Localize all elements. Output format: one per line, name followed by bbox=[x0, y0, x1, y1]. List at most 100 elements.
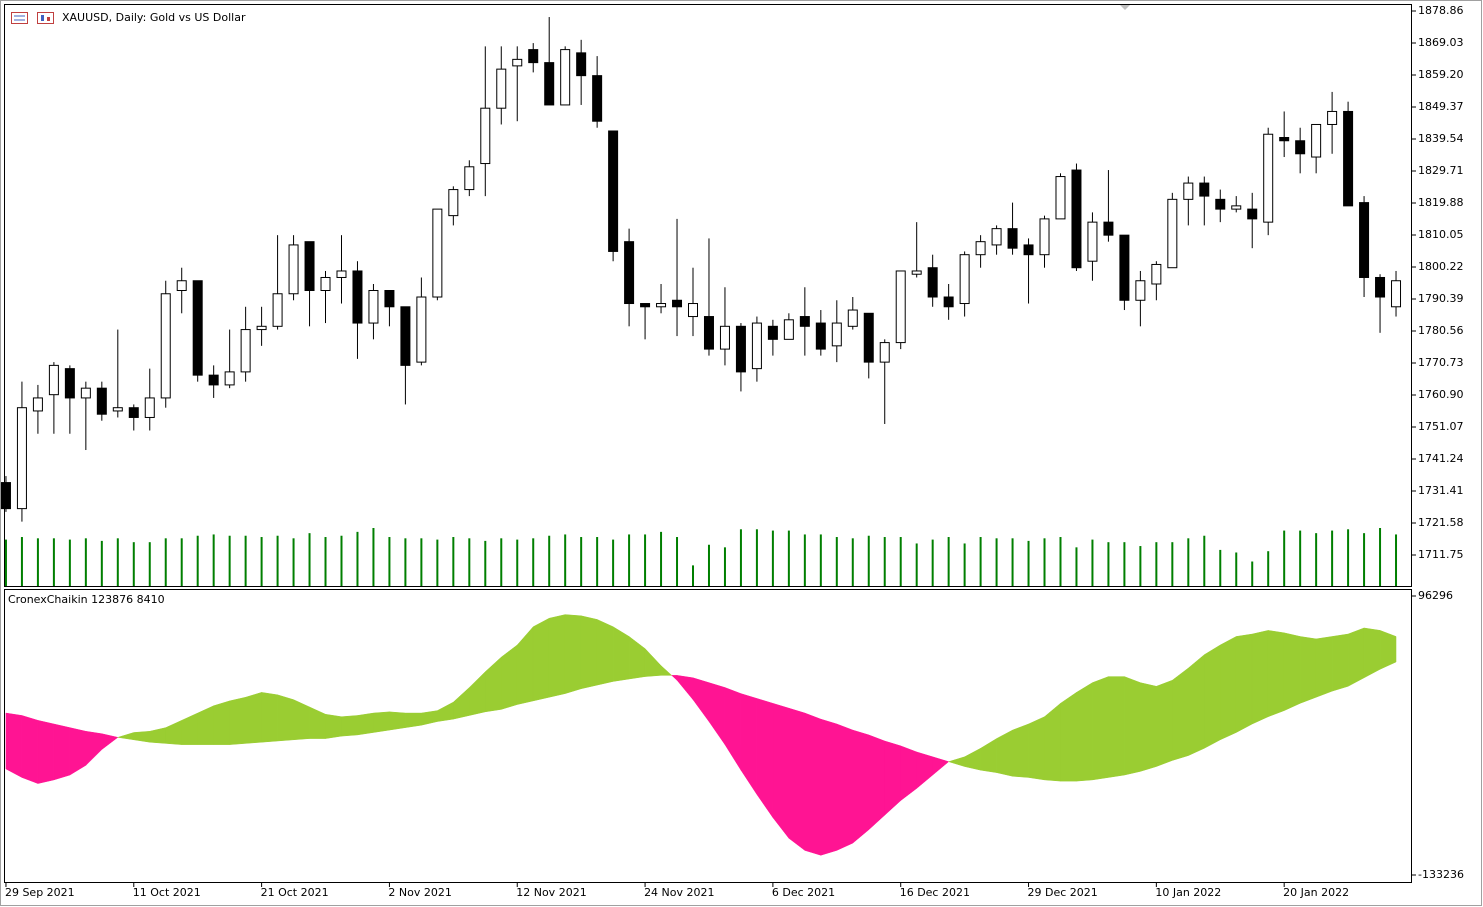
volume-bar bbox=[1299, 530, 1302, 586]
candle-body bbox=[624, 241, 635, 305]
indicator-area bbox=[245, 692, 262, 744]
indicator-area bbox=[932, 756, 950, 776]
candle-body bbox=[112, 407, 123, 412]
indicator-area bbox=[564, 614, 582, 694]
x-tick-label: 6 Dec 2021 bbox=[772, 886, 835, 899]
volume-bar bbox=[516, 539, 519, 586]
volume-bar bbox=[883, 537, 886, 586]
y-tick-label: 1790.39 bbox=[1418, 292, 1464, 305]
candle-body bbox=[1247, 208, 1258, 220]
indicator-area bbox=[1028, 716, 1045, 781]
indicator-area bbox=[1299, 636, 1317, 704]
volume-bar bbox=[1219, 549, 1222, 586]
volume-bar bbox=[755, 529, 758, 586]
volume-bar bbox=[404, 538, 407, 586]
indicator-area bbox=[357, 712, 374, 736]
volume-bar bbox=[915, 543, 918, 586]
candle-body bbox=[48, 364, 59, 396]
indicator-area bbox=[53, 723, 71, 781]
y-tick-label: 1819.88 bbox=[1418, 196, 1464, 209]
y-tick-label: 1711.75 bbox=[1418, 548, 1464, 561]
indicator-area bbox=[37, 720, 55, 784]
y-tick-label: 1721.58 bbox=[1418, 516, 1464, 529]
candle-body bbox=[735, 325, 746, 373]
volume-bar bbox=[1075, 547, 1078, 586]
candle-body bbox=[240, 329, 251, 373]
candle-body bbox=[1215, 198, 1226, 210]
y-tick-label: 1869.03 bbox=[1418, 36, 1464, 49]
candle-body bbox=[1295, 140, 1306, 155]
candle-body bbox=[815, 322, 826, 350]
indicator-area bbox=[788, 707, 806, 851]
candle-body bbox=[1023, 244, 1034, 256]
volume-bar bbox=[356, 531, 359, 586]
candle-body bbox=[1071, 169, 1082, 269]
candle-body bbox=[464, 166, 475, 191]
candle-body bbox=[208, 374, 219, 386]
indicator-area bbox=[1060, 691, 1077, 782]
candle-body bbox=[1279, 136, 1290, 142]
y-tick-label: 1859.20 bbox=[1418, 68, 1464, 81]
candle-body bbox=[560, 49, 571, 106]
candle-body bbox=[688, 303, 699, 318]
candle-body bbox=[1119, 234, 1130, 301]
candle-body bbox=[1183, 182, 1194, 200]
candle-body bbox=[400, 306, 411, 366]
y-tick-label: 1810.05 bbox=[1418, 228, 1464, 241]
volume-bar bbox=[931, 539, 934, 586]
candle-body bbox=[1151, 263, 1162, 285]
volume-bar bbox=[180, 538, 183, 586]
y-tick-label: 1878.86 bbox=[1418, 4, 1464, 17]
volume-bar bbox=[644, 534, 647, 586]
volume-bar bbox=[819, 534, 822, 586]
indicator-area bbox=[836, 723, 854, 851]
volume-bar bbox=[484, 540, 487, 586]
volume-bar bbox=[436, 539, 439, 586]
candle-body bbox=[1103, 221, 1114, 236]
candle-body bbox=[927, 267, 938, 298]
indicator-area bbox=[580, 615, 598, 690]
indicator-area bbox=[1156, 679, 1173, 767]
indicator-area bbox=[1012, 723, 1029, 778]
candle-body bbox=[1055, 176, 1066, 220]
volume-bar bbox=[1331, 530, 1334, 586]
candle-body bbox=[1263, 133, 1274, 223]
volume-bar bbox=[212, 534, 215, 586]
volume-bar bbox=[164, 538, 167, 586]
candle-body bbox=[32, 397, 43, 412]
candle-body bbox=[975, 241, 986, 256]
indicator-area bbox=[1172, 667, 1189, 761]
volume-bar bbox=[1203, 535, 1206, 586]
candle-body bbox=[528, 49, 539, 64]
volume-bar bbox=[787, 530, 790, 586]
volume-bar bbox=[1011, 538, 1014, 586]
x-tick-label: 29 Sep 2021 bbox=[5, 886, 75, 899]
candle-body bbox=[496, 68, 507, 109]
volume-bar bbox=[995, 538, 998, 586]
indicator-area bbox=[21, 715, 39, 784]
candle-body bbox=[991, 228, 1002, 246]
volume-bar bbox=[1027, 540, 1030, 586]
indicator-area bbox=[1251, 630, 1269, 725]
volume-bar bbox=[1059, 537, 1062, 586]
indicator-area bbox=[1283, 632, 1301, 712]
candle-body bbox=[352, 270, 363, 324]
volume-bar bbox=[132, 542, 135, 586]
candle-body bbox=[144, 397, 155, 418]
indicator-area bbox=[1267, 630, 1285, 718]
candle-body bbox=[416, 296, 427, 363]
main-pane bbox=[4, 4, 1412, 587]
volume-bar bbox=[612, 539, 615, 586]
indicator-area bbox=[277, 694, 294, 742]
indicator-area bbox=[772, 702, 790, 839]
indicator-area bbox=[1188, 654, 1205, 756]
candle-body bbox=[1135, 280, 1146, 301]
candle-body bbox=[576, 52, 587, 77]
candle-body bbox=[1039, 218, 1050, 256]
candle-body bbox=[16, 407, 27, 510]
indicator-area bbox=[1315, 636, 1333, 698]
indicator-area bbox=[820, 718, 838, 856]
indicator-area bbox=[1363, 627, 1381, 679]
candle-body bbox=[1311, 123, 1322, 158]
volume-bar bbox=[835, 537, 838, 586]
